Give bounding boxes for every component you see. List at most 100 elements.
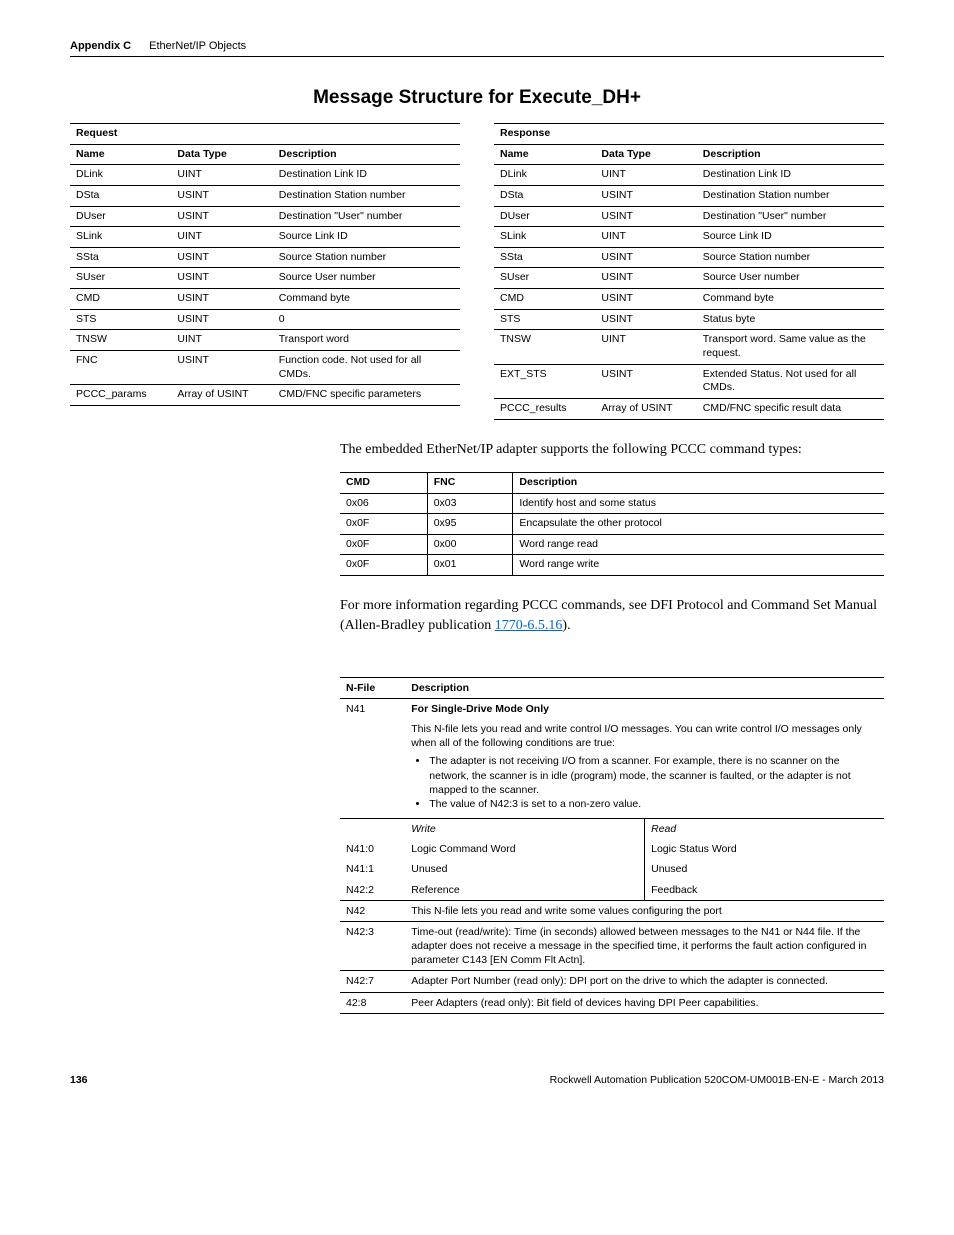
table-cell: DLink [494, 165, 595, 186]
nfile-label: N42:7 [340, 971, 405, 992]
table-cell: 0x00 [427, 534, 513, 555]
table-cell: USINT [595, 206, 696, 227]
empty-cell [340, 819, 405, 840]
table-cell: SSta [494, 247, 595, 268]
more-info-post: ). [562, 618, 570, 633]
table-cell: 0x0F [340, 534, 427, 555]
write-cell: Reference [405, 880, 644, 901]
table-cell: Destination Link ID [697, 165, 884, 186]
request-response-tables: RequestNameData TypeDescriptionDLinkUINT… [70, 123, 884, 420]
more-info-pre: For more information regarding PCCC comm… [340, 598, 877, 633]
table-cell: DSta [70, 185, 171, 206]
table-cell: CMD/FNC specific result data [697, 398, 884, 419]
table-cell: Status byte [697, 309, 884, 330]
table-cell: CMD [70, 289, 171, 310]
response-table: ResponseNameData TypeDescriptionDLinkUIN… [494, 123, 884, 420]
table-cell: Source Station number [273, 247, 460, 268]
table-cell: Destination Station number [697, 185, 884, 206]
table-cell: PCCC_params [70, 385, 171, 406]
table-cell: UINT [595, 165, 696, 186]
table-cell: 0x01 [427, 555, 513, 576]
col-header: Name [70, 144, 171, 165]
table-cell: UINT [595, 227, 696, 248]
table-cell: UINT [171, 330, 272, 351]
table-cell: Word range write [513, 555, 884, 576]
read-cell: Logic Status Word [645, 839, 884, 859]
table-cell: SLink [494, 227, 595, 248]
table-cell: Transport word [273, 330, 460, 351]
request-table: RequestNameData TypeDescriptionDLinkUINT… [70, 123, 460, 406]
col-header: Data Type [171, 144, 272, 165]
nfile-label: N42:3 [340, 921, 405, 971]
appendix-label: Appendix C [70, 40, 131, 52]
table-cell: EXT_STS [494, 364, 595, 398]
table-cell: USINT [595, 364, 696, 398]
table-cell: SUser [70, 268, 171, 289]
write-header: Write [405, 819, 644, 840]
nfile-section: N-FileDescriptionN41For Single-Drive Mod… [340, 677, 884, 1014]
mode-title: For Single-Drive Mode Only [405, 698, 884, 719]
write-cell: Logic Command Word [405, 839, 644, 859]
col-header: CMD [340, 472, 427, 493]
col-header: FNC [427, 472, 513, 493]
body-section: The embedded EtherNet/IP adapter support… [340, 440, 884, 1014]
nfile-label: N41:1 [340, 859, 405, 879]
table-cell: Source Station number [697, 247, 884, 268]
col-header: Description [697, 144, 884, 165]
table-cell: Source User number [273, 268, 460, 289]
table-cell: Word range read [513, 534, 884, 555]
read-cell: Feedback [645, 880, 884, 901]
table-cell: Extended Status. Not used for all CMDs. [697, 364, 884, 398]
nfile-table: N-FileDescriptionN41For Single-Drive Mod… [340, 677, 884, 1014]
table-cell: PCCC_results [494, 398, 595, 419]
table-cell: SLink [70, 227, 171, 248]
publication-info: Rockwell Automation Publication 520COM-U… [550, 1074, 884, 1086]
table-cell: 0x95 [427, 514, 513, 535]
table-cell: Transport word. Same value as the reques… [697, 330, 884, 364]
table-cell: 0x0F [340, 514, 427, 535]
table-cell: Command byte [273, 289, 460, 310]
write-cell: Unused [405, 859, 644, 879]
table-cell: TNSW [70, 330, 171, 351]
table-cell: Function code. Not used for all CMDs. [273, 351, 460, 385]
table-cell: Array of USINT [171, 385, 272, 406]
table-cell: Source Link ID [697, 227, 884, 248]
table-cell: USINT [595, 247, 696, 268]
nfile-desc: Peer Adapters (read only): Bit field of … [405, 992, 884, 1013]
table-cell: UINT [171, 165, 272, 186]
col-header: N-File [340, 677, 405, 698]
bullet-item: The adapter is not receiving I/O from a … [429, 754, 878, 797]
request-table-wrap: RequestNameData TypeDescriptionDLinkUINT… [70, 123, 460, 420]
publication-link[interactable]: 1770-6.5.16 [495, 618, 563, 633]
table-cell: DUser [70, 206, 171, 227]
table-cell: UINT [171, 227, 272, 248]
more-info-text: For more information regarding PCCC comm… [340, 596, 884, 637]
nfile-label: N42 [340, 900, 405, 921]
read-header: Read [645, 819, 884, 840]
table-cell: USINT [171, 309, 272, 330]
nfile-desc: Time-out (read/write): Time (in seconds)… [405, 921, 884, 971]
intro-text: The embedded EtherNet/IP adapter support… [340, 440, 884, 460]
table-cell: USINT [595, 185, 696, 206]
table-cell: 0x03 [427, 493, 513, 514]
table-cell: 0x0F [340, 555, 427, 576]
page-footer: 136 Rockwell Automation Publication 520C… [70, 1074, 884, 1086]
table-cell: 0x06 [340, 493, 427, 514]
read-cell: Unused [645, 859, 884, 879]
appendix-sub: EtherNet/IP Objects [149, 40, 246, 52]
nfile-desc: Adapter Port Number (read only): DPI por… [405, 971, 884, 992]
table-cell: FNC [70, 351, 171, 385]
table-cell: Destination Link ID [273, 165, 460, 186]
table-cell: USINT [171, 247, 272, 268]
col-header: Data Type [595, 144, 696, 165]
table-cell: Destination "User" number [273, 206, 460, 227]
table-cell: Destination Station number [273, 185, 460, 206]
table-cell: TNSW [494, 330, 595, 364]
table-cell: CMD [494, 289, 595, 310]
col-header: Description [513, 472, 884, 493]
table-cell: USINT [171, 185, 272, 206]
table-cell: USINT [595, 309, 696, 330]
nfile-label: N41:0 [340, 839, 405, 859]
cmd-table-wrap: CMDFNCDescription0x060x03Identify host a… [340, 472, 884, 576]
table-cell: SSta [70, 247, 171, 268]
